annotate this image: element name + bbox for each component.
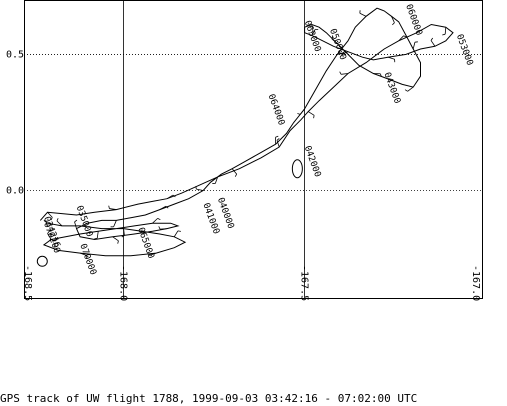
wind-barb-flag <box>50 217 53 221</box>
wind-barb-flag <box>158 226 161 230</box>
x-tick-label-edge: -168.5 <box>22 265 33 301</box>
wind-barb <box>412 42 416 50</box>
wind-barb-flag <box>172 194 176 198</box>
wind-barb-flag <box>331 35 334 40</box>
wind-barb <box>387 56 395 60</box>
wind-barb-flag <box>165 205 169 209</box>
wind-barb <box>398 35 404 42</box>
wind-barb <box>79 252 87 256</box>
wind-barb-flag <box>343 52 347 56</box>
wind-barb-flag <box>313 115 315 119</box>
tick-label-layer: -168.0 -167.5 -168.5 -167.0 0.5 0.0 <box>6 49 481 301</box>
y-tick-label: 0.0 <box>6 186 24 197</box>
wind-barb <box>359 12 367 17</box>
wind-barb-flag <box>339 71 342 75</box>
track-start-loop <box>36 255 48 267</box>
wind-barb-flag <box>47 230 50 234</box>
wind-barb-flag <box>56 218 59 222</box>
wind-barb <box>444 27 447 35</box>
wind-barb-flag <box>147 252 150 256</box>
wind-barb <box>276 140 280 148</box>
wind-barb <box>331 38 338 44</box>
wind-barb-flag <box>442 33 446 36</box>
wind-barb-flag <box>275 135 279 138</box>
wind-barb-flag <box>310 31 314 34</box>
wind-barb <box>341 51 349 55</box>
wind-barb <box>96 231 99 239</box>
wind-barb <box>123 228 125 236</box>
x-tick-label-edge: -167.0 <box>470 265 481 301</box>
wind-barb-flag <box>94 237 98 240</box>
wind-barb-flag <box>121 235 125 238</box>
track-turn-loop <box>291 159 303 179</box>
wind-barb <box>152 218 158 224</box>
wind-barb <box>159 205 167 210</box>
wind-barb <box>173 230 179 237</box>
wind-barb-flag <box>157 218 161 221</box>
wind-barb <box>311 24 314 32</box>
plot-frame <box>24 0 483 299</box>
wind-barb <box>56 220 63 227</box>
wind-barb-flag <box>234 173 238 177</box>
wind-barb-flag <box>430 37 434 41</box>
wind-barb-flag <box>177 230 181 232</box>
wind-barb-flag <box>339 51 342 55</box>
wind-barb-flag <box>403 35 407 38</box>
wind-barb <box>74 221 77 229</box>
wind-barb <box>196 188 204 191</box>
wind-barb <box>407 86 414 92</box>
wind-barb-flag <box>117 240 119 244</box>
wind-barb <box>112 236 119 242</box>
wind-barb <box>299 108 305 115</box>
wind-barb <box>391 16 395 23</box>
wind-barb <box>113 220 117 228</box>
wind-barb <box>149 252 157 256</box>
wind-barb <box>308 111 315 116</box>
wind-barb <box>47 233 52 240</box>
wind-barb <box>311 29 316 36</box>
x-tick-label: -168.0 <box>118 265 129 301</box>
wind-barb <box>47 212 53 218</box>
wind-barb-flag <box>74 219 78 223</box>
wind-barb-flag <box>108 205 110 209</box>
wind-barb-layer <box>47 10 447 259</box>
wind-barb-flag <box>392 22 395 26</box>
wind-barb <box>109 208 117 210</box>
wind-barb-flag <box>297 113 301 115</box>
wind-barb <box>430 40 436 47</box>
wind-barb-flag <box>380 73 382 77</box>
x-tick-label: -167.5 <box>299 265 310 301</box>
wind-barb <box>214 176 219 184</box>
wind-barb <box>166 194 174 200</box>
wind-barb-flag <box>404 89 408 92</box>
wind-barb <box>341 73 349 75</box>
wind-barb-flag <box>195 186 197 190</box>
y-tick-label: 0.5 <box>6 49 24 60</box>
wind-barb-flag <box>276 138 280 141</box>
wind-barb <box>231 168 237 175</box>
chart-title: GPS track of UW flight 1788, 1999-09-03 … <box>0 392 417 405</box>
wind-barb <box>337 52 345 55</box>
